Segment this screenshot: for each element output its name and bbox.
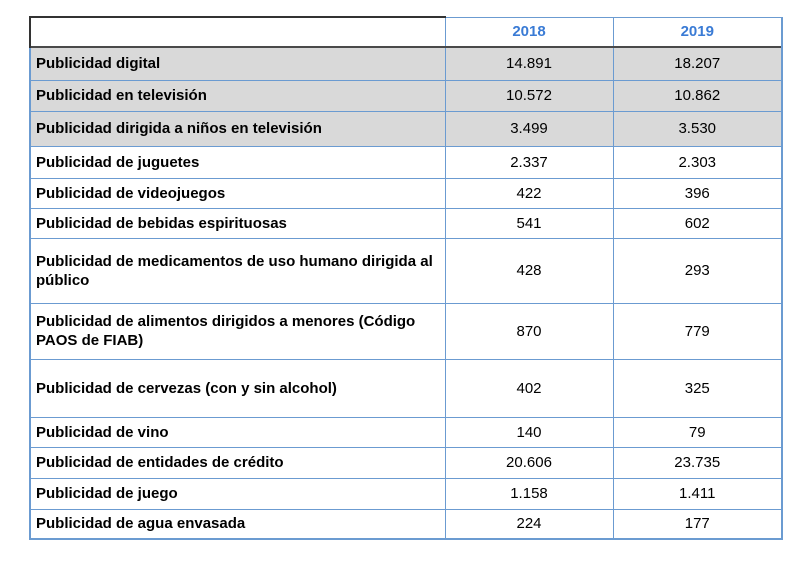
table-row: Publicidad de vino 140 79 [29,416,783,448]
row-label: Publicidad de juguetes [29,145,446,179]
value-2019: 396 [612,177,783,209]
value-2018: 541 [444,207,614,239]
value-2018: 1.158 [444,477,614,510]
value-2019: 1.411 [612,477,783,510]
table-row: Publicidad de agua envasada 224 177 [29,508,783,540]
row-label: Publicidad de cervezas (con y sin alcoho… [29,358,446,418]
table-row: Publicidad de juego 1.158 1.411 [29,477,783,510]
value-2019: 177 [612,508,783,540]
row-label: Publicidad dirigida a niños en televisió… [29,110,446,147]
value-2018: 14.891 [444,46,614,81]
row-label: Publicidad de entidades de crédito [29,446,446,479]
value-2018: 2.337 [444,145,614,179]
row-label: Publicidad de vino [29,416,446,448]
value-2019: 2.303 [612,145,783,179]
value-2019: 325 [612,358,783,418]
value-2018: 20.606 [444,446,614,479]
value-2019: 18.207 [612,46,783,81]
row-label: Publicidad en televisión [29,79,446,112]
value-2018: 870 [444,302,614,360]
table-row: Publicidad de bebidas espirituosas 541 6… [29,207,783,239]
table-row: Publicidad digital 14.891 18.207 [29,46,783,81]
value-2018: 422 [444,177,614,209]
table-row: Publicidad de cervezas (con y sin alcoho… [29,358,783,418]
table-row: Publicidad de videojuegos 422 396 [29,177,783,209]
row-label: Publicidad de bebidas espirituosas [29,207,446,239]
table-row: Publicidad de medicamentos de uso humano… [29,237,783,304]
row-label: Publicidad de medicamentos de uso humano… [29,237,446,304]
header-2018: 2018 [444,16,614,48]
row-label: Publicidad digital [29,46,446,81]
value-2019: 10.862 [612,79,783,112]
table-row: Publicidad en televisión 10.572 10.862 [29,79,783,112]
value-2018: 140 [444,416,614,448]
row-label: Publicidad de videojuegos [29,177,446,209]
value-2018: 402 [444,358,614,418]
row-label: Publicidad de agua envasada [29,508,446,540]
header-row: 2018 2019 [29,16,783,48]
value-2018: 3.499 [444,110,614,147]
header-2019: 2019 [612,16,783,48]
data-table-container: 2018 2019 Publicidad digital 14.891 18.2… [29,16,783,540]
value-2019: 23.735 [612,446,783,479]
header-empty-cell [29,16,446,48]
value-2019: 602 [612,207,783,239]
value-2018: 10.572 [444,79,614,112]
value-2018: 428 [444,237,614,304]
row-label: Publicidad de alimentos dirigidos a meno… [29,302,446,360]
value-2019: 779 [612,302,783,360]
advertising-table: 2018 2019 Publicidad digital 14.891 18.2… [29,16,783,540]
value-2019: 3.530 [612,110,783,147]
value-2019: 79 [612,416,783,448]
table-row: Publicidad de juguetes 2.337 2.303 [29,145,783,179]
table-row: Publicidad de alimentos dirigidos a meno… [29,302,783,360]
table-row: Publicidad dirigida a niños en televisió… [29,110,783,147]
table-row: Publicidad de entidades de crédito 20.60… [29,446,783,479]
table-body: Publicidad digital 14.891 18.207 Publici… [29,46,783,540]
row-label: Publicidad de juego [29,477,446,510]
value-2019: 293 [612,237,783,304]
value-2018: 224 [444,508,614,540]
